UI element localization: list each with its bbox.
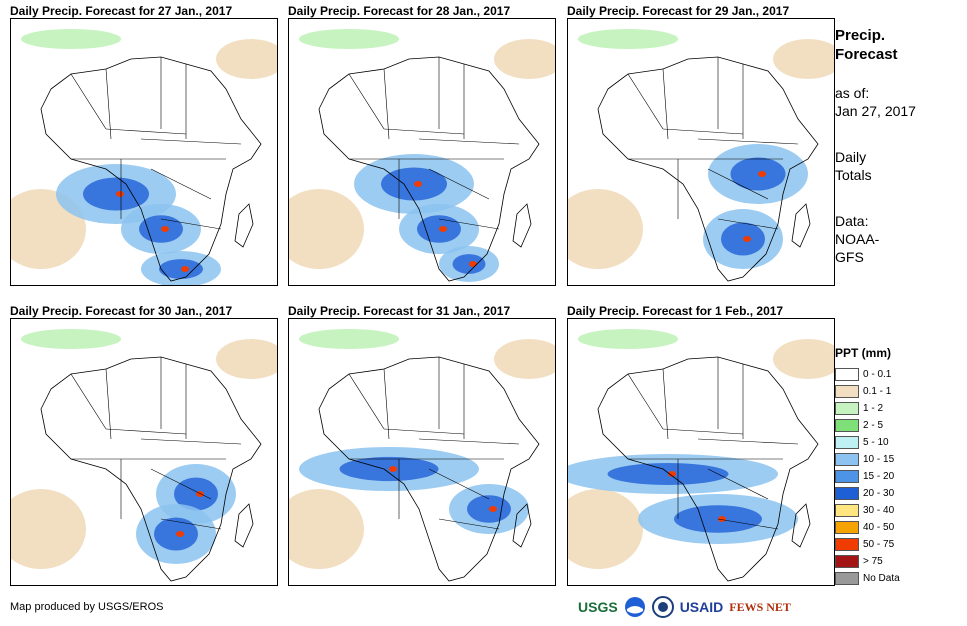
legend-label: No Data	[863, 573, 900, 584]
legend-swatch	[835, 402, 859, 415]
legend-item: 1 - 2	[835, 400, 960, 417]
legend-label: 50 - 75	[863, 539, 895, 550]
legend-swatch	[835, 504, 859, 517]
legend-label: 40 - 50	[863, 522, 895, 533]
legend-item: > 75	[835, 553, 960, 570]
legend-title: PPT (mm)	[835, 346, 892, 360]
fews-net-logo: FEWS NET	[729, 599, 791, 614]
africa-map	[11, 319, 277, 585]
legend-label: 0.1 - 1	[863, 386, 892, 397]
agency-logos: USGS USAID FEWS NET	[578, 594, 791, 620]
data-source: NOAA-	[835, 231, 880, 247]
panel-title: Daily Precip. Forecast for 28 Jan., 2017	[288, 4, 511, 18]
legend-item: 20 - 30	[835, 485, 960, 502]
legend-label: 15 - 20	[863, 471, 895, 482]
legend-swatch	[835, 555, 859, 568]
legend-item: 50 - 75	[835, 536, 960, 553]
legend-label: 10 - 15	[863, 454, 895, 465]
map-panel-5: Daily Precip. Forecast for 31 Jan., 2017	[288, 304, 556, 586]
legend-swatch	[835, 453, 859, 466]
usaid-logo: USAID	[679, 599, 724, 615]
forecast-map	[10, 318, 278, 586]
map-credit: Map produced by USGS/EROS	[10, 601, 164, 613]
map-panel-4: Daily Precip. Forecast for 30 Jan., 2017	[10, 304, 278, 586]
legend-label: > 75	[863, 556, 883, 567]
asof-date: Jan 27, 2017	[835, 103, 916, 119]
legend-item: 0 - 0.1	[835, 366, 960, 383]
legend-label: 5 - 10	[863, 437, 889, 448]
forecast-map	[288, 18, 556, 286]
africa-map	[289, 19, 555, 285]
legend-item: 5 - 10	[835, 434, 960, 451]
panel-title: Daily Precip. Forecast for 30 Jan., 2017	[10, 304, 233, 318]
map-info-sidebar: Precip. Forecast as of: Jan 27, 2017 Dai…	[835, 26, 955, 266]
forecast-map	[567, 18, 835, 286]
legend-swatch	[835, 521, 859, 534]
africa-map	[568, 319, 834, 585]
legend-swatch	[835, 470, 859, 483]
legend-label: 0 - 0.1	[863, 369, 892, 380]
data-source: GFS	[835, 249, 864, 265]
asof-label: as of:	[835, 85, 870, 101]
africa-map	[568, 19, 834, 285]
legend-label: 30 - 40	[863, 505, 895, 516]
legend-item: 40 - 50	[835, 519, 960, 536]
africa-map	[11, 19, 277, 285]
sidebar-title: Precip.	[835, 27, 886, 44]
legend-item: 30 - 40	[835, 502, 960, 519]
legend-swatch	[835, 487, 859, 500]
africa-map	[289, 319, 555, 585]
forecast-map	[567, 318, 835, 586]
panel-title: Daily Precip. Forecast for 29 Jan., 2017	[567, 4, 790, 18]
legend-rows: 0 - 0.1 0.1 - 1 1 - 2 2 - 5 5 - 10 10 - 15 15 …	[835, 366, 960, 587]
legend-label: 1 - 2	[863, 403, 884, 414]
map-panel-3: Daily Precip. Forecast for 29 Jan., 2017	[567, 4, 835, 286]
legend-item: No Data	[835, 570, 960, 587]
panel-title: Daily Precip. Forecast for 31 Jan., 2017	[288, 304, 511, 318]
legend-swatch	[835, 436, 859, 449]
map-panel-6: Daily Precip. Forecast for 1 Feb., 2017	[567, 304, 835, 586]
map-panel-2: Daily Precip. Forecast for 28 Jan., 2017	[288, 4, 556, 286]
precip-legend: PPT (mm) 0 - 0.1 0.1 - 1 1 - 2 2 - 5 5 - 10 1…	[835, 346, 960, 587]
usgs-logo: USGS	[578, 599, 618, 615]
legend-swatch	[835, 368, 859, 381]
legend-swatch	[835, 419, 859, 432]
totals-label: Totals	[835, 167, 872, 183]
legend-label: 2 - 5	[863, 420, 884, 431]
legend-label: 20 - 30	[863, 488, 895, 499]
legend-item: 15 - 20	[835, 468, 960, 485]
panel-title: Daily Precip. Forecast for 1 Feb., 2017	[567, 304, 784, 318]
totals-label: Daily	[835, 149, 867, 165]
noaa-logo-icon	[624, 597, 645, 617]
data-label: Data:	[835, 213, 869, 229]
legend-swatch	[835, 538, 859, 551]
forecast-map	[288, 318, 556, 586]
forecast-map	[10, 18, 278, 286]
state-dept-seal-icon	[651, 596, 674, 618]
sidebar-title: Forecast	[835, 46, 898, 63]
legend-item: 2 - 5	[835, 417, 960, 434]
legend-swatch	[835, 385, 859, 398]
legend-item: 10 - 15	[835, 451, 960, 468]
panel-title: Daily Precip. Forecast for 27 Jan., 2017	[10, 4, 233, 18]
map-panel-1: Daily Precip. Forecast for 27 Jan., 2017	[10, 4, 278, 286]
legend-item: 0.1 - 1	[835, 383, 960, 400]
legend-swatch	[835, 572, 859, 585]
